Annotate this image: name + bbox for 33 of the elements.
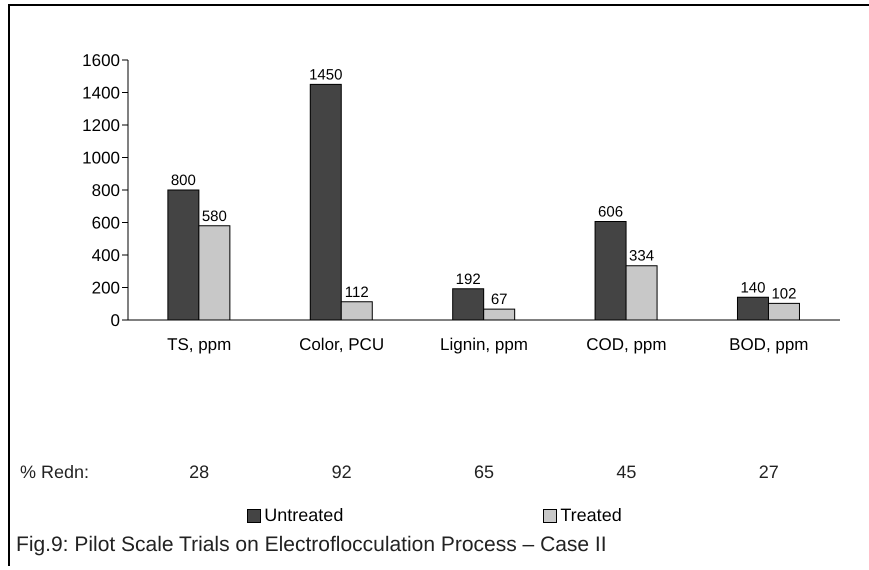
y-tick-label: 1400 xyxy=(82,84,120,103)
y-tick-label: 600 xyxy=(92,214,120,233)
x-tick-label: TS, ppm xyxy=(167,335,232,354)
data-label: 334 xyxy=(629,248,654,265)
data-label: 606 xyxy=(598,204,624,221)
y-tick-label: 400 xyxy=(92,246,120,266)
data-label: 102 xyxy=(771,285,796,302)
x-tick-label: COD, ppm xyxy=(586,335,667,354)
text: 28 xyxy=(188,462,210,483)
text: 45 xyxy=(615,462,638,483)
y-tick-label: 800 xyxy=(92,181,120,200)
legend-label: Untreated xyxy=(264,505,344,526)
text: 27 xyxy=(758,462,780,483)
y-tick-label: 200 xyxy=(92,278,120,298)
data-label: 800 xyxy=(170,172,196,189)
y-tick-label: 0 xyxy=(110,311,120,330)
data-label: 192 xyxy=(456,270,481,288)
text: 92 xyxy=(330,462,353,483)
text: Fig.9: Pilot Scale Trials on Electroflocculation Process – Case II xyxy=(16,533,607,557)
legend-label: Treated xyxy=(560,505,622,526)
y-tick-label: 1200 xyxy=(82,116,120,136)
text: % Redn: xyxy=(20,462,90,483)
x-tick-label: Color, PCU xyxy=(299,335,384,354)
data-label: 1450 xyxy=(309,66,342,84)
text: 65 xyxy=(472,462,496,483)
data-label: 580 xyxy=(202,208,227,225)
y-tick-label: 1600 xyxy=(82,51,120,70)
y-tick-label: 1000 xyxy=(82,148,120,168)
data-label: 140 xyxy=(740,279,766,296)
data-label: 67 xyxy=(490,291,508,308)
x-tick-label: BOD, ppm xyxy=(729,335,808,354)
data-label: 112 xyxy=(344,284,369,301)
x-tick-label: Lignin, ppm xyxy=(440,335,528,354)
